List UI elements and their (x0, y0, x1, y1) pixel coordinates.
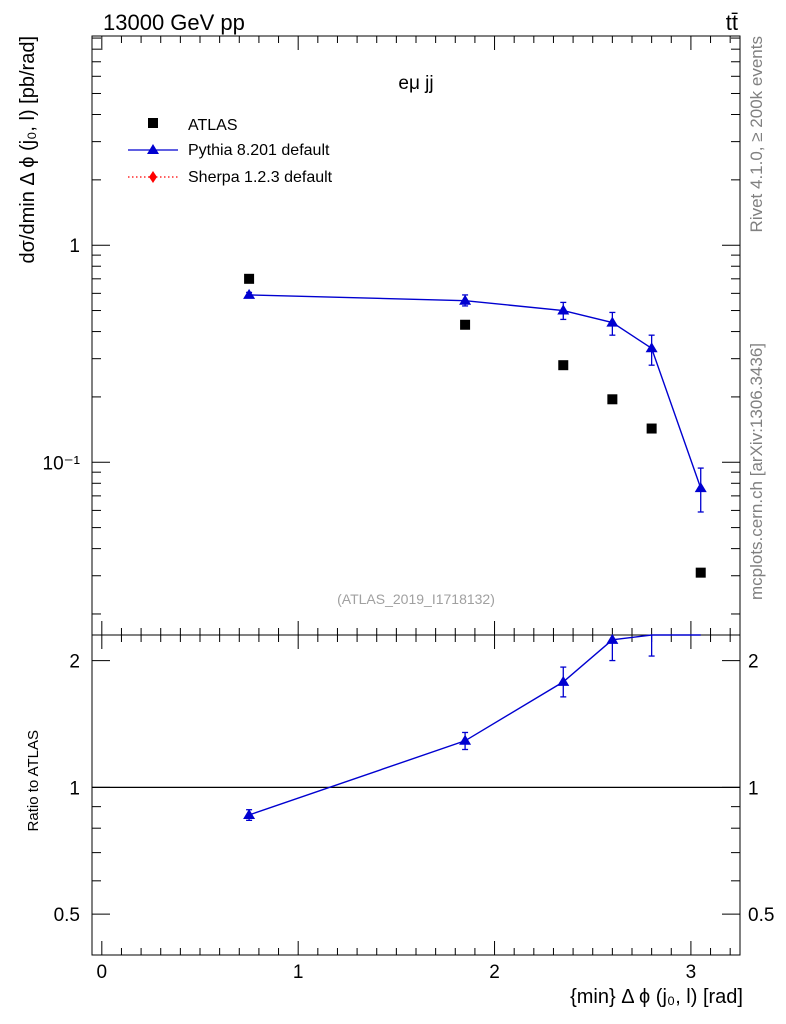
y-tick-label: 10⁻¹ (43, 453, 81, 474)
atlas-point (558, 360, 569, 371)
main-data-group (243, 273, 707, 578)
ratio-line (248, 634, 701, 816)
x-tick-label: 1 (293, 962, 304, 983)
y-tick-label: 1 (69, 236, 80, 257)
pythia-point (645, 342, 658, 353)
x-tick-label: 0 (97, 962, 108, 983)
pythia-point (459, 294, 472, 305)
ratio-point (557, 675, 570, 686)
legend-pythia-label: Pythia 8.201 default (188, 142, 330, 159)
legend-pythia-marker (147, 144, 159, 154)
main-axis-ticks: 1 10⁻¹ (43, 36, 740, 635)
analysis-watermark: (ATLAS_2019_I1718132) (337, 591, 495, 607)
ratio-point (459, 734, 472, 745)
pythia-point (557, 304, 570, 315)
ratio-point (243, 808, 256, 819)
pythia-point (606, 316, 619, 327)
main-plot-title: eμ jj (398, 73, 433, 94)
x-tick-label: 2 (489, 962, 500, 983)
ratio-y-axis-label: Ratio to ATLAS (25, 730, 42, 831)
atlas-point (244, 273, 255, 284)
pythia-point (243, 288, 256, 299)
ratio-y-tick-label-right: 0.5 (748, 905, 774, 926)
legend: ATLAS Pythia 8.201 default Sherpa 1.2.3 … (128, 117, 333, 186)
ratio-y-tick-label: 2 (69, 652, 80, 673)
ratio-y-tick-label: 1 (69, 778, 80, 799)
mcplots-label: mcplots.cern.ch [arXiv:1306.3436] (747, 343, 766, 600)
rivet-version-label: Rivet 4.1.0, ≥ 200k events (747, 36, 766, 232)
process-label: tt̄ (726, 10, 738, 35)
ratio-data-group (243, 633, 701, 822)
ratio-y-tick-label-right: 1 (748, 778, 759, 799)
legend-sherpa-label: Sherpa 1.2.3 default (188, 169, 333, 186)
ratio-axis-ticks: 0 1 2 3 2 2 1 1 0.5 0.5 (54, 635, 774, 983)
ratio-y-tick-label: 0.5 (54, 905, 80, 926)
ratio-point (606, 633, 619, 644)
main-y-axis-label: dσ/dmin Δ ϕ (j₀, l) [pb/rad] (17, 36, 39, 264)
pythia-line (249, 294, 702, 489)
x-axis-label: {min} Δ ϕ (j₀, l) [rad] (570, 986, 743, 1008)
energy-label: 13000 GeV pp (103, 10, 245, 35)
x-tick-label: 3 (686, 962, 697, 983)
legend-sherpa-marker (149, 171, 157, 183)
atlas-point (646, 423, 657, 434)
ratio-plot-frame (91, 634, 741, 956)
pythia-point (694, 482, 707, 493)
atlas-point (460, 319, 471, 330)
atlas-point (695, 567, 706, 578)
legend-atlas-label: ATLAS (188, 117, 238, 134)
atlas-point (607, 394, 618, 405)
legend-atlas-marker (148, 118, 158, 128)
ratio-y-tick-label-right: 2 (748, 652, 759, 673)
